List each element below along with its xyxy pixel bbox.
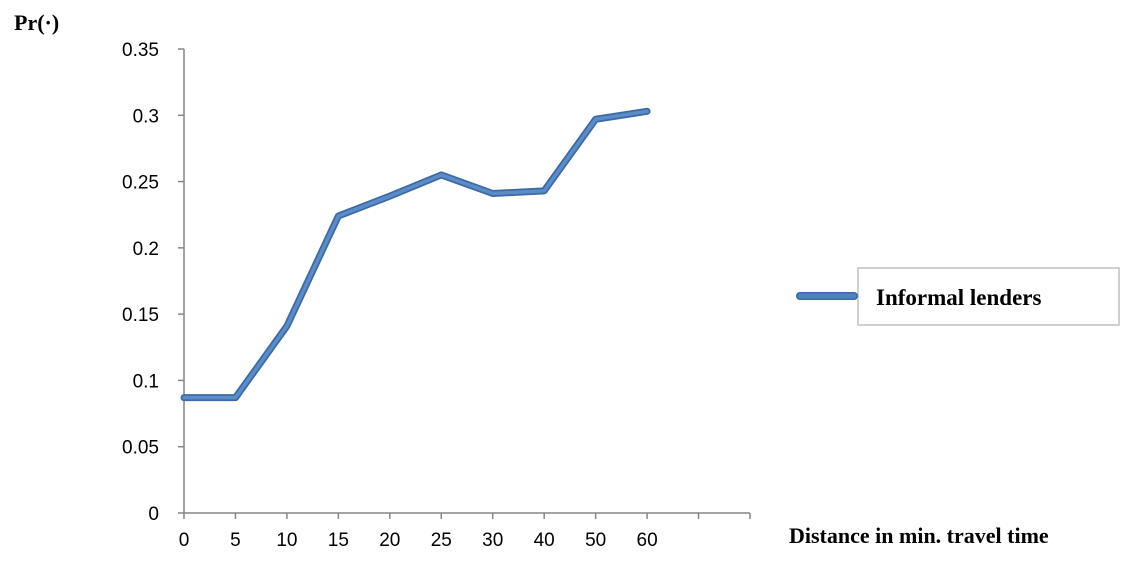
y-tick-label: 0 [148,504,159,525]
y-tick-label: 0.1 [133,371,159,392]
x-tick-label: 10 [276,530,297,551]
y-axis-label: Pr(·) [14,10,59,35]
legend-label: Informal lenders [876,285,1042,310]
x-tick-label: 30 [482,530,503,551]
legend: Informal lenders [796,267,1120,326]
series-line-informal-lenders [182,109,649,400]
y-tick-label: 0.15 [122,305,159,326]
x-axis-ticks: 0 5 10 15 20 25 30 40 50 60 [179,513,751,551]
x-tick-label: 15 [328,530,349,551]
y-tick-label: 0.25 [122,173,159,194]
legend-box [857,267,1120,326]
y-tick-label: 0.05 [122,438,159,459]
y-tick-label: 0.35 [122,40,159,61]
y-tick-label: 0.3 [133,106,159,127]
y-axis-ticks: 0 0.05 0.1 0.15 0.2 0.25 0.3 0.35 [122,40,184,525]
x-tick-label: 40 [534,530,555,551]
x-tick-label: 20 [379,530,400,551]
series-line-outline [180,107,651,402]
x-axis-label: Distance in min. travel time [789,523,1049,548]
x-tick-label: 50 [585,530,606,551]
series-layer [180,107,651,402]
x-tick-label: 25 [431,530,452,551]
x-tick-label: 5 [230,530,241,551]
x-tick-label: 0 [179,530,190,551]
x-tick-label: 60 [637,530,658,551]
y-tick-label: 0.2 [133,239,159,260]
